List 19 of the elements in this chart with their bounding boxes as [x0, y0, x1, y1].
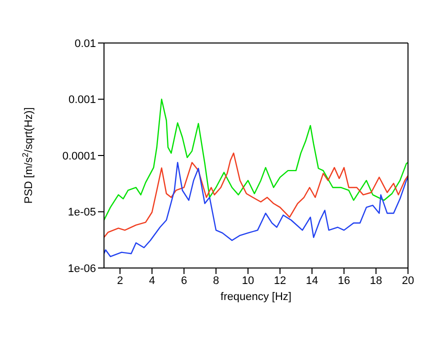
y-tick-label: 1e-05 — [68, 206, 96, 219]
line-series — [104, 98, 408, 221]
y-tick-label: 0.001 — [68, 94, 96, 106]
line-series — [104, 162, 408, 258]
line-series — [104, 152, 408, 238]
y-tick-label: 0.01 — [74, 38, 96, 50]
x-tick-label: 6 — [180, 274, 188, 287]
y-tick-label: 0.0001 — [62, 150, 96, 162]
x-tick-label: 16 — [338, 274, 350, 287]
x-axis-title: frequency [Hz] — [220, 291, 292, 303]
x-tick-label: 20 — [402, 274, 414, 287]
x-tick-label: 10 — [242, 274, 254, 287]
x-tick-label: 2 — [116, 274, 124, 287]
x-tick-label: 4 — [148, 274, 156, 287]
x-tick-label: 8 — [212, 274, 220, 287]
x-tick-label: 14 — [306, 274, 318, 287]
x-tick-label: 12 — [274, 274, 286, 287]
x-tick-label: 18 — [370, 274, 382, 287]
y-tick-label: 1e-06 — [68, 262, 96, 275]
